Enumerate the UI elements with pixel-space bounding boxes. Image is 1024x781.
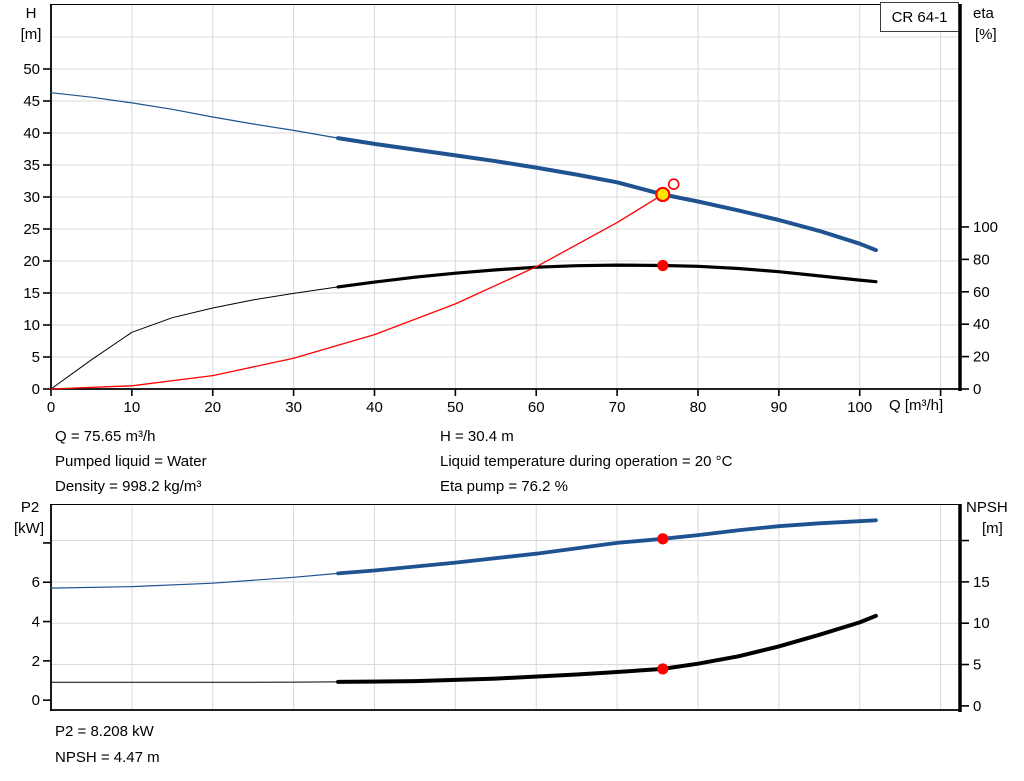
y-tick-label: 4 [32, 614, 40, 631]
eta-curve-extended [50, 286, 339, 390]
x-tick-label: 0 [47, 399, 55, 416]
eta-point [657, 259, 669, 272]
head-curve-extended [50, 92, 339, 139]
y-tick-label: 30 [23, 189, 40, 206]
y-tick-label: 2 [32, 653, 40, 670]
power-npsh-info: P2 = 8.208 kW NPSH = 4.47 m [55, 718, 160, 770]
system-curve [50, 193, 664, 390]
info-density: Density = 998.2 kg/m³ [55, 478, 202, 495]
info-head: H = 30.4 m [440, 428, 514, 445]
x-tick-label: 60 [528, 399, 545, 416]
y-right-axis-title: NPSH [966, 499, 1008, 516]
x-axis-title: Q [m³/h] [889, 397, 943, 414]
npsh-curve [336, 613, 878, 684]
info-p2: P2 = 8.208 kW [55, 722, 154, 740]
x-tick-label: 10 [124, 399, 141, 416]
operating-point-info-right: H = 30.4 m Liquid temperature during ope… [440, 424, 732, 499]
y-tick-label: 50 [23, 61, 40, 78]
info-eta-pump: Eta pump = 76.2 % [440, 478, 568, 495]
y-left-axis-title: H [26, 5, 37, 22]
y-right-axis-title: eta [973, 5, 995, 22]
x-tick-label: 90 [771, 399, 788, 416]
y-tick-label: 40 [973, 316, 990, 333]
y-tick-label: 6 [32, 574, 40, 591]
y-tick-label: 35 [23, 157, 40, 174]
y-tick-label: 0 [32, 381, 40, 398]
info-liquid-temperature: Liquid temperature during operation = 20… [440, 453, 733, 470]
rated-point-ring[interactable] [667, 178, 680, 190]
y-right-axis-title: [m] [982, 520, 1003, 537]
y-tick-label: 10 [973, 615, 990, 632]
y-tick-label: 5 [32, 349, 40, 366]
hq-eta-chart: 0 10 20 30 40 50 60 70 80 90 100 0 5 10 15 20 25 30 35 40 45… [21, 4, 998, 416]
info-pumped-liquid: Pumped liquid = Water [55, 453, 207, 470]
y-tick-label: 20 [23, 253, 40, 270]
y-right-axis-title: [%] [975, 26, 997, 43]
x-tick-label: 70 [609, 399, 626, 416]
p2-npsh-chart: 0 2 4 6 0 5 10 15 P2 [kW] NPSH [m] [14, 499, 1008, 715]
y-tick-label: 25 [23, 221, 40, 238]
info-flow: Q = 75.65 m³/h [55, 428, 156, 445]
y-tick-label: 5 [973, 657, 981, 674]
x-tick-label: 50 [447, 399, 464, 416]
y-tick-label: 40 [23, 125, 40, 142]
y-tick-label: 80 [973, 251, 990, 268]
x-tick-label: 30 [285, 399, 302, 416]
y-tick-label: 20 [973, 349, 990, 366]
npsh-point [657, 663, 669, 675]
x-tick-label: 20 [204, 399, 221, 416]
pump-model-label: CR 64-1 [891, 8, 948, 26]
operating-point-info-left: Q = 75.65 m³/h Pumped liquid = Water Den… [55, 424, 207, 499]
info-npsh: NPSH = 4.47 m [55, 748, 160, 766]
y-tick-label: 45 [23, 93, 40, 110]
x-tick-label: 100 [847, 399, 872, 416]
y-left-axis-title: P2 [21, 499, 39, 516]
duty-point[interactable] [655, 186, 671, 203]
y-left-axis-title: [m] [21, 26, 42, 43]
y-tick-label: 15 [973, 574, 990, 591]
y-tick-label: 0 [32, 692, 40, 709]
y-tick-label: 10 [23, 317, 40, 334]
y-tick-label: 15 [23, 285, 40, 302]
head-curve [336, 136, 878, 253]
pump-model-badge: CR 64-1 [880, 2, 959, 32]
x-tick-label: 80 [690, 399, 707, 416]
p2-curve [336, 518, 878, 576]
y-tick-label: 100 [973, 219, 998, 236]
eta-curve [336, 263, 878, 289]
y-tick-label: 0 [973, 698, 981, 715]
y-tick-label: 60 [973, 284, 990, 301]
y-tick-label: 0 [973, 381, 981, 398]
p2-point [657, 533, 669, 545]
x-tick-label: 40 [366, 399, 383, 416]
y-left-axis-title: [kW] [14, 520, 44, 537]
p2-curve-extended [50, 572, 339, 589]
